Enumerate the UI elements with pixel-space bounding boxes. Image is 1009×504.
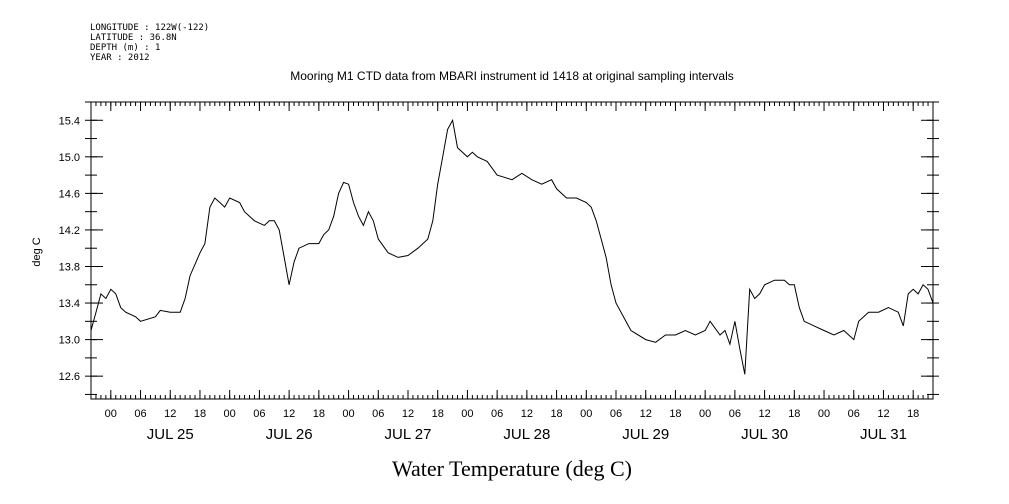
- x-tick-label: 12: [640, 408, 652, 420]
- x-tick-label: 06: [134, 408, 146, 420]
- x-tick-label: 12: [758, 408, 770, 420]
- x-tick-label: 18: [907, 408, 919, 420]
- x-tick-label: 06: [372, 408, 384, 420]
- header-info: LONGITUDE : 122W(-122) LATITUDE : 36.8N …: [90, 23, 209, 63]
- x-tick-label: 06: [253, 408, 265, 420]
- x-tick-label: 00: [699, 408, 711, 420]
- x-tick-label: 18: [313, 408, 325, 420]
- x-day-label: JUL 27: [384, 426, 431, 443]
- y-tick-label: 14.6: [59, 188, 80, 200]
- y-axis-label: deg C: [31, 237, 43, 266]
- axis-ticks: [85, 101, 939, 399]
- x-tick-label: 12: [877, 408, 889, 420]
- x-day-label: JUL 31: [860, 426, 907, 443]
- x-tick-label: 18: [669, 408, 681, 420]
- x-tick-label: 06: [610, 408, 622, 420]
- x-tick-label: 00: [105, 408, 117, 420]
- x-tick-label: 18: [432, 408, 444, 420]
- axis-tick-labels: 00 06 12 18 00 06 12 18 00 06 12 18 00 06 12 18 00 06 12 18…: [59, 115, 920, 443]
- x-day-label: JUL 28: [503, 426, 550, 443]
- y-tick-label: 13.0: [59, 335, 80, 347]
- x-tick-label: 06: [491, 408, 503, 420]
- header-depth: DEPTH (m) : 1: [90, 43, 160, 53]
- x-tick-label: 12: [164, 408, 176, 420]
- x-tick-label: 00: [461, 408, 473, 420]
- x-tick-label: 00: [342, 408, 354, 420]
- x-tick-label: 12: [521, 408, 533, 420]
- y-tick-label: 12.6: [59, 371, 80, 383]
- x-day-label: JUL 26: [266, 426, 313, 443]
- x-tick-label: 06: [848, 408, 860, 420]
- chart-title: Mooring M1 CTD data from MBARI instrumen…: [290, 69, 734, 83]
- x-axis-title: Water Temperature (deg C): [392, 456, 632, 481]
- x-tick-label: 18: [788, 408, 800, 420]
- header-longitude: LONGITUDE : 122W(-122): [90, 23, 209, 33]
- plot-frame: [90, 101, 934, 400]
- x-day-label: JUL 30: [741, 426, 788, 443]
- x-tick-label: 00: [580, 408, 592, 420]
- x-tick-label: 00: [818, 408, 830, 420]
- x-tick-label: 18: [550, 408, 562, 420]
- y-tick-label: 13.4: [59, 298, 80, 310]
- header-year: YEAR : 2012: [90, 53, 150, 63]
- y-tick-label: 15.0: [59, 152, 80, 164]
- x-tick-label: 06: [729, 408, 741, 420]
- x-day-label: JUL 25: [147, 426, 194, 443]
- x-tick-label: 00: [224, 408, 236, 420]
- temperature-series-line: [90, 118, 934, 375]
- header-latitude: LATITUDE : 36.8N: [90, 33, 177, 43]
- x-tick-label: 18: [194, 408, 206, 420]
- y-tick-label: 15.4: [59, 115, 80, 127]
- x-day-label: JUL 29: [622, 426, 669, 443]
- x-tick-label: 12: [283, 408, 295, 420]
- y-tick-label: 13.8: [59, 261, 80, 273]
- y-tick-label: 14.2: [59, 225, 80, 237]
- x-tick-label: 12: [402, 408, 414, 420]
